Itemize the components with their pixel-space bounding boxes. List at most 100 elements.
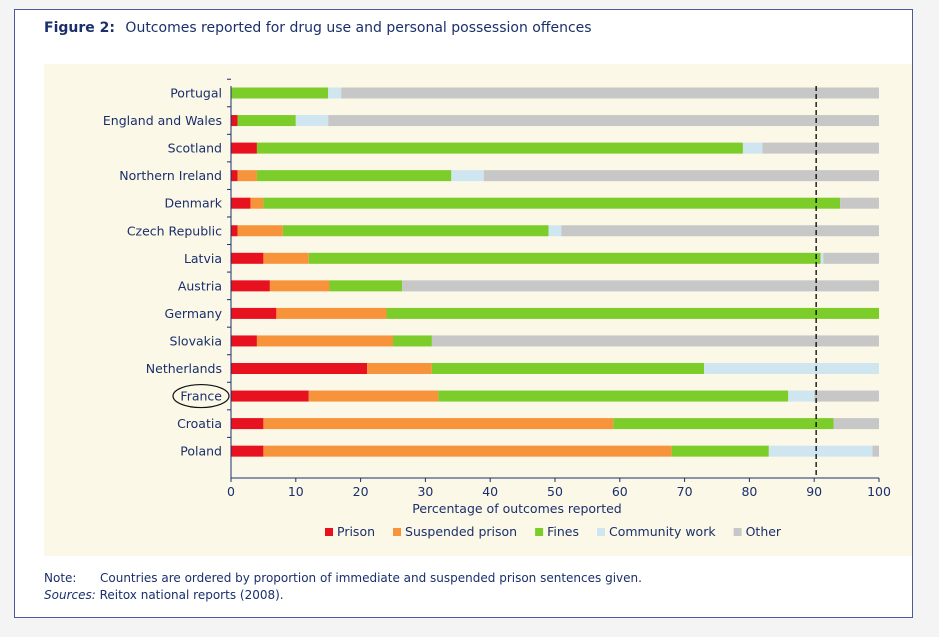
highlight-ellipse (172, 383, 230, 409)
legend-swatch-community-work (597, 528, 605, 536)
bar-france-suspended-prison (308, 390, 439, 402)
x-axis-label: Percentage of outcomes reported (412, 501, 621, 516)
category-label-austria: Austria (178, 278, 222, 293)
bar-portugal-other (341, 87, 879, 99)
bar-latvia-community-work (820, 252, 824, 264)
bar-northern-ireland-prison (231, 170, 238, 182)
bar-northern-ireland-suspended-prison (237, 170, 257, 182)
note-text: Countries are ordered by proportion of i… (100, 571, 642, 585)
legend-swatch-other (733, 528, 742, 536)
x-tick-label: 10 (288, 484, 304, 499)
bar-netherlands-fines (431, 363, 705, 374)
legend-label-other: Other (746, 524, 782, 539)
bar-northern-ireland-fines (256, 170, 452, 182)
bar-poland-other (872, 445, 879, 457)
bar-czech-republic-suspended-prison (237, 225, 283, 237)
x-tick-label: 40 (482, 484, 498, 499)
bar-poland-suspended-prison (263, 445, 672, 457)
chart-panel: Portugal England and Wales Scotland Norther… (44, 64, 912, 556)
bar-czech-republic-community-work (548, 225, 562, 237)
bar-germany-fines (386, 307, 879, 319)
category-label-slovakia: Slovakia (170, 333, 222, 348)
bar-poland-prison (231, 445, 264, 457)
legend-swatch-fines (535, 528, 544, 536)
bar-austria-suspended-prison (269, 280, 330, 292)
bar-croatia-fines (613, 418, 834, 430)
legend-label-prison: Prison (337, 524, 375, 539)
x-tick-label: 0 (227, 484, 235, 499)
sources-line: Sources: Reitox national reports (2008). (44, 587, 642, 604)
bar-netherlands-prison (231, 363, 368, 374)
bar-scotland-prison (231, 142, 257, 154)
category-label-croatia: Croatia (177, 416, 222, 431)
bar-england-and-wales-prison (231, 115, 238, 127)
bar-germany-suspended-prison (276, 307, 387, 319)
x-tick-label: 60 (612, 484, 628, 499)
category-label-denmark: Denmark (165, 196, 223, 211)
bar-austria-other (402, 280, 879, 292)
figure-title: Figure 2: Outcomes reported for drug use… (44, 20, 592, 36)
bar-croatia-suspended-prison (263, 418, 614, 430)
bar-scotland-fines (256, 142, 743, 154)
category-label-northern-ireland: Northern Ireland (119, 168, 222, 183)
bar-netherlands-community-work (704, 363, 879, 374)
figure-note: Note: Countries are ordered by proportion… (44, 570, 642, 604)
bar-england-and-wales-fines (237, 115, 296, 127)
bar-denmark-prison (231, 197, 251, 209)
x-tick-label: 70 (677, 484, 693, 499)
bar-poland-fines (671, 445, 769, 457)
x-tick-label: 100 (867, 484, 891, 499)
category-label-germany: Germany (165, 306, 223, 321)
bar-france-prison (231, 390, 309, 402)
x-tick-label: 30 (417, 484, 433, 499)
bar-latvia-suspended-prison (263, 252, 309, 264)
category-label-scotland: Scotland (168, 141, 222, 156)
figure-title-text: Outcomes reported for drug use and perso… (125, 20, 592, 36)
bar-slovakia-other (431, 335, 879, 347)
figure-label: Figure 2: (44, 20, 115, 36)
bar-slovakia-fines (393, 335, 432, 347)
bar-latvia-fines (308, 252, 821, 264)
note-line: Note: Countries are ordered by proportion… (44, 570, 642, 587)
bar-slovakia-prison (231, 335, 257, 347)
bar-croatia-prison (231, 418, 264, 430)
category-label-portugal: Portugal (170, 86, 222, 101)
bar-portugal-community-work (328, 87, 342, 99)
bar-northern-ireland-community-work (451, 170, 484, 182)
bar-england-and-wales-community-work (295, 115, 329, 127)
bar-germany-prison (231, 307, 277, 319)
bar-poland-community-work (768, 445, 873, 457)
bar-portugal-fines (231, 87, 329, 99)
figure-frame: Figure 2: Outcomes reported for drug use… (14, 9, 913, 618)
legend-label-suspended-prison: Suspended prison (405, 524, 517, 539)
bar-latvia-other (823, 252, 879, 264)
bar-czech-republic-prison (231, 225, 238, 237)
bar-northern-ireland-other (483, 170, 879, 182)
bar-france-other (814, 390, 879, 402)
category-label-netherlands: Netherlands (146, 361, 222, 376)
category-label-france: France (180, 389, 222, 404)
sources-label: Sources: (44, 588, 96, 602)
bar-denmark-suspended-prison (250, 197, 264, 209)
bar-denmark-other (840, 197, 879, 209)
x-tick-label: 90 (806, 484, 822, 499)
bar-scotland-other (762, 142, 879, 154)
bar-austria-fines (329, 280, 403, 292)
category-label-poland: Poland (180, 444, 222, 459)
bar-france-fines (438, 390, 789, 402)
bar-slovakia-suspended-prison (256, 335, 393, 347)
category-label-czech-republic: Czech Republic (127, 223, 222, 238)
bar-england-and-wales-other (328, 115, 879, 127)
bar-croatia-other (833, 418, 879, 430)
bar-france-community-work (788, 390, 815, 402)
bar-netherlands-suspended-prison (367, 363, 432, 374)
bar-czech-republic-fines (282, 225, 549, 237)
bar-latvia-prison (231, 252, 264, 264)
legend-swatch-prison (325, 528, 333, 536)
legend-label-fines: Fines (547, 524, 579, 539)
category-label-latvia: Latvia (184, 251, 222, 266)
category-label-england-and-wales: England and Wales (103, 113, 222, 128)
bar-austria-prison (231, 280, 270, 292)
legend-label-community-work: Community work (609, 524, 716, 539)
bar-denmark-fines (263, 197, 841, 209)
